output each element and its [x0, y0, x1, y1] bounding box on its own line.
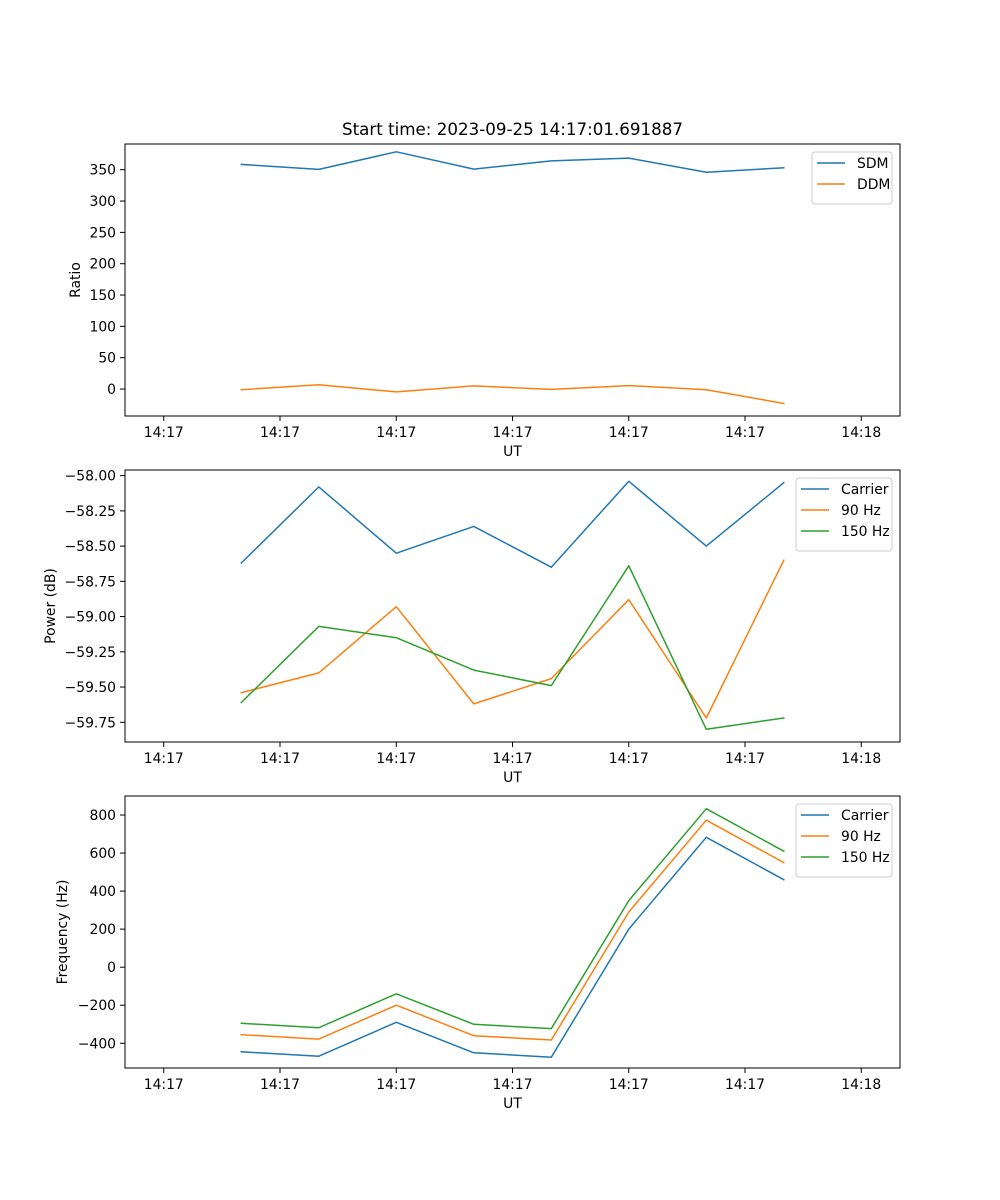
series-line-150-hz — [240, 807, 785, 1030]
x-tick-label: 14:17 — [492, 751, 532, 767]
y-tick-label: 0 — [107, 960, 116, 976]
y-tick-label: 100 — [89, 319, 116, 335]
legend: SDM DDM — [811, 151, 893, 205]
x-tick-label: 14:17 — [376, 751, 416, 767]
x-tick-label: 14:17 — [376, 1077, 416, 1093]
x-tick-label: 14:17 — [609, 1077, 649, 1093]
x-tick-label: 14:17 — [492, 425, 532, 441]
x-tick-label: 14:17 — [609, 751, 649, 767]
x-tick-label: 14:18 — [841, 425, 881, 441]
legend-label: 150 Hz — [841, 850, 890, 866]
legend: Carrier 90 Hz 150 Hz — [795, 477, 893, 552]
legend-label: SDM — [857, 156, 889, 172]
y-axis-label: Ratio — [68, 262, 84, 298]
series-line-ddm — [240, 383, 785, 405]
series-line-carrier — [240, 836, 785, 1058]
x-tick-label: 14:17 — [376, 425, 416, 441]
series-line-sdm — [240, 151, 785, 173]
x-tick-label: 14:17 — [260, 751, 300, 767]
y-tick-label: 50 — [98, 351, 116, 367]
x-tick-label: 14:17 — [144, 1077, 184, 1093]
legend-label: 150 Hz — [841, 524, 890, 540]
series-line-carrier — [240, 480, 785, 568]
legend-label: DDM — [857, 177, 890, 193]
y-tick-label: −58.50 — [65, 539, 116, 555]
x-tick-label: 14:17 — [260, 425, 300, 441]
y-tick-label: 400 — [89, 884, 116, 900]
y-tick-label: −58.00 — [65, 469, 116, 485]
y-tick-label: 0 — [107, 382, 116, 398]
legend-label: 90 Hz — [841, 829, 881, 845]
series-line-90-hz — [240, 559, 785, 719]
y-tick-label: −59.75 — [65, 715, 116, 731]
y-tick-label: 200 — [89, 257, 116, 273]
legend-label: Carrier — [841, 808, 889, 824]
y-tick-label: −58.25 — [65, 504, 116, 520]
x-axis-label: UT — [503, 444, 522, 460]
chart-title: Start time: 2023-09-25 14:17:01.691887 — [342, 119, 683, 139]
y-tick-label: −400 — [78, 1036, 116, 1052]
legend-frame — [795, 803, 893, 878]
x-tick-label: 14:17 — [609, 425, 649, 441]
x-tick-label: 14:17 — [725, 751, 765, 767]
axes-frame — [124, 469, 901, 743]
legend-label: Carrier — [841, 482, 889, 498]
legend-label: 90 Hz — [841, 503, 881, 519]
x-axis-label: UT — [503, 770, 522, 786]
series-line-90-hz — [240, 819, 785, 1041]
y-tick-label: 150 — [89, 288, 116, 304]
plots-layer: Start time: 2023-09-25 14:17:01.691887 14… — [43, 119, 901, 1112]
legend: Carrier 90 Hz 150 Hz — [795, 803, 893, 878]
y-tick-label: 300 — [89, 194, 116, 210]
x-axis-label: UT — [503, 1096, 522, 1112]
subplot-1: Start time: 2023-09-25 14:17:01.691887 14… — [68, 119, 901, 460]
x-tick-label: 14:18 — [841, 751, 881, 767]
y-tick-label: −59.00 — [65, 610, 116, 626]
y-tick-label: 350 — [89, 163, 116, 179]
y-tick-label: −59.50 — [65, 680, 116, 696]
y-axis-label: Power (dB) — [43, 568, 59, 644]
legend-frame — [795, 477, 893, 552]
x-tick-label: 14:17 — [144, 751, 184, 767]
axes-frame — [124, 795, 901, 1069]
x-tick-label: 14:17 — [492, 1077, 532, 1093]
y-tick-label: 250 — [89, 225, 116, 241]
y-tick-label: −59.25 — [65, 645, 116, 661]
y-tick-label: 200 — [89, 922, 116, 938]
y-tick-label: 800 — [89, 808, 116, 824]
x-tick-label: 14:17 — [260, 1077, 300, 1093]
series-line-150-hz — [240, 565, 785, 731]
subplot-3: 14:17 14:17 14:17 14:17 14:17 14:17 14:18 −400 −… — [55, 795, 901, 1112]
subplot-2: 14:17 14:17 14:17 14:17 14:17 14:17 14:18 −59.7… — [43, 469, 901, 786]
y-tick-label: −200 — [78, 998, 116, 1014]
axes-frame — [124, 143, 901, 417]
y-tick-label: 600 — [89, 846, 116, 862]
x-tick-label: 14:18 — [841, 1077, 881, 1093]
y-axis-label: Frequency (Hz) — [55, 880, 71, 985]
x-tick-label: 14:17 — [725, 425, 765, 441]
x-tick-label: 14:17 — [725, 1077, 765, 1093]
y-tick-label: −58.75 — [65, 574, 116, 590]
x-tick-label: 14:17 — [144, 425, 184, 441]
legend-frame — [811, 151, 893, 205]
